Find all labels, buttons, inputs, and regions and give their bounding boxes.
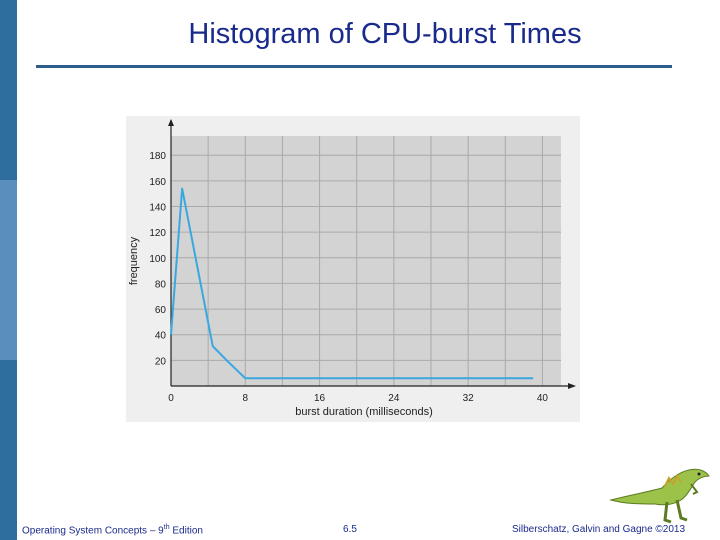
y-tick-label: 100 [149,254,166,265]
y-tick-label: 20 [155,356,167,367]
x-tick-label: 24 [388,393,400,404]
chart-svg: 20 40 60 80 100 120 140 160 180 0 8 16 24 32 40 burst … [126,116,580,422]
y-tick-label: 120 [149,228,166,239]
sidebar-segment-middle [0,180,17,360]
y-tick-label: 40 [155,331,167,342]
x-tick-label: 8 [243,393,249,404]
axes [168,119,576,389]
footer-book-title: Operating System Concepts – 9th Edition [22,524,203,537]
y-tick-label: 140 [149,203,166,214]
dinosaur-logo-icon [609,468,710,524]
grid-lines [171,136,561,386]
sidebar-segment-bottom [0,360,17,540]
series-group [170,187,534,380]
x-tick-label: 40 [537,393,549,404]
tick-labels: 20 40 60 80 100 120 140 160 180 0 8 16 24 32 40 [149,151,548,404]
footer-authors: Silberschatz, Galvin and Gagne ©2013 [512,524,686,535]
y-tick-label: 60 [155,305,167,316]
slide-title: Histogram of CPU-burst Times [188,18,582,50]
title-divider [36,65,672,68]
histogram-chart: 20 40 60 80 100 120 140 160 180 0 8 16 24 32 40 burst … [126,116,580,422]
y-axis-arrow [168,119,174,126]
x-tick-label: 16 [314,393,326,404]
y-axis-label: frequency [128,236,140,285]
x-axis-arrow [568,383,576,389]
plot-area [171,136,561,386]
x-tick-label: 32 [463,393,475,404]
y-tick-label: 160 [149,177,166,188]
y-tick-label: 180 [149,151,166,162]
y-tick-label: 80 [155,279,167,290]
page-number: 6.5 [343,524,357,535]
x-axis-label: burst duration (milliseconds) [295,406,433,418]
x-tick-label: 0 [168,393,174,404]
frequency-line [170,187,534,380]
sidebar-segment-top [0,0,17,180]
